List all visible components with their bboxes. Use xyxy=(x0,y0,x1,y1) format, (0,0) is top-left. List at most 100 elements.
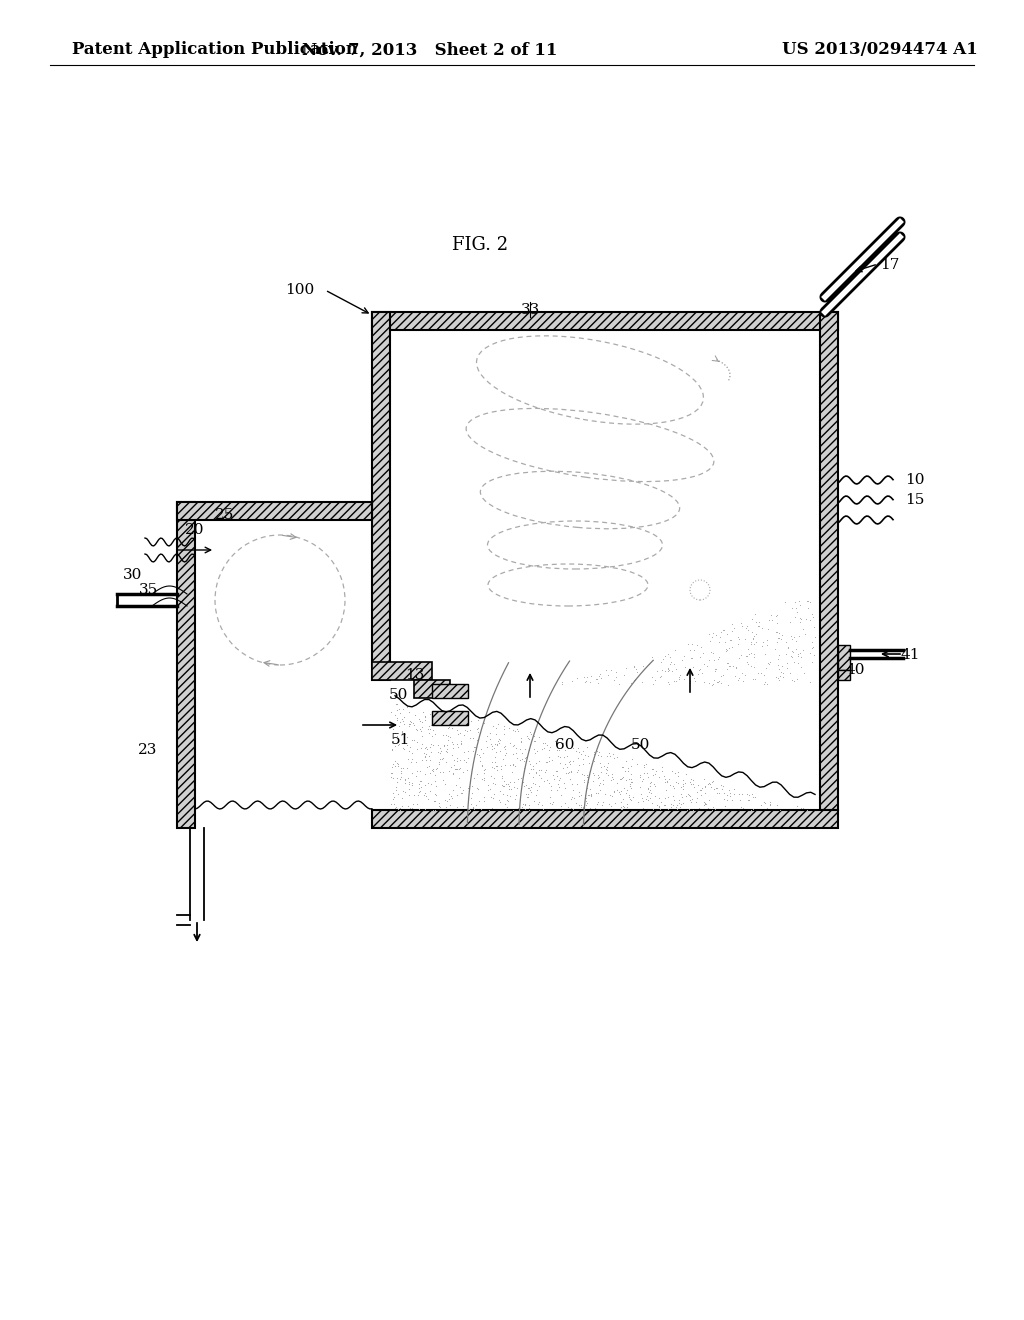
Point xyxy=(565,799,582,820)
Point xyxy=(802,591,818,612)
Point xyxy=(626,657,642,678)
Point xyxy=(539,770,555,791)
Point xyxy=(701,774,718,795)
Point xyxy=(786,627,803,648)
Point xyxy=(385,730,401,751)
Point xyxy=(517,747,534,768)
Point xyxy=(394,719,411,741)
Point xyxy=(598,660,614,681)
Point xyxy=(745,647,762,668)
Point xyxy=(439,726,456,747)
Point xyxy=(622,787,638,808)
Point xyxy=(585,763,601,784)
Point xyxy=(632,767,648,788)
Point xyxy=(719,652,735,673)
Point xyxy=(680,784,696,805)
Point xyxy=(417,705,433,726)
Point xyxy=(507,788,523,809)
Point xyxy=(744,628,761,649)
Point xyxy=(451,723,467,744)
Point xyxy=(691,647,708,668)
Point xyxy=(453,730,469,751)
Point xyxy=(659,799,676,820)
Point xyxy=(648,795,665,816)
Point xyxy=(434,725,451,746)
Point xyxy=(740,784,757,805)
Point xyxy=(460,789,476,810)
Point xyxy=(642,779,658,800)
Point xyxy=(683,768,699,789)
Point xyxy=(557,763,573,784)
Point xyxy=(428,715,444,737)
Point xyxy=(759,630,775,651)
Point xyxy=(583,784,599,805)
Text: 100: 100 xyxy=(286,282,314,297)
Point xyxy=(444,780,461,801)
Point xyxy=(517,738,534,759)
Point xyxy=(459,759,475,780)
Point xyxy=(437,751,454,772)
Point xyxy=(506,776,522,797)
Point xyxy=(590,744,606,766)
Point xyxy=(483,766,500,787)
Point xyxy=(517,793,534,814)
Point xyxy=(447,711,464,733)
Point xyxy=(472,799,488,820)
Point xyxy=(756,792,772,813)
Point xyxy=(551,752,567,774)
Point xyxy=(392,766,409,787)
Point xyxy=(716,783,732,804)
Point xyxy=(659,644,676,665)
Point xyxy=(490,733,507,754)
Point xyxy=(570,795,587,816)
Point xyxy=(404,775,421,796)
Point xyxy=(508,738,524,759)
Point xyxy=(517,738,534,759)
Point xyxy=(473,738,489,759)
Point xyxy=(656,795,673,816)
Point xyxy=(393,788,410,809)
Point xyxy=(530,726,547,747)
Point xyxy=(669,793,685,814)
Point xyxy=(623,756,639,777)
Point xyxy=(431,702,447,723)
Point xyxy=(658,779,675,800)
Point xyxy=(527,752,544,774)
Point xyxy=(585,771,601,792)
Point xyxy=(705,797,721,818)
Point xyxy=(634,788,650,809)
Point xyxy=(612,791,629,812)
Point xyxy=(767,620,783,642)
Point xyxy=(686,639,702,660)
Point xyxy=(673,784,689,805)
Point xyxy=(469,779,485,800)
Point xyxy=(708,777,724,799)
Point xyxy=(521,779,538,800)
Point xyxy=(473,738,489,759)
Point xyxy=(485,758,502,779)
Point xyxy=(453,733,469,754)
Point xyxy=(414,717,430,738)
Point xyxy=(485,784,502,805)
Point xyxy=(486,768,503,789)
Point xyxy=(680,799,696,820)
Point xyxy=(735,797,752,818)
Point xyxy=(513,727,529,748)
Point xyxy=(446,713,463,734)
Point xyxy=(524,759,541,780)
Point xyxy=(614,767,631,788)
Point xyxy=(748,668,764,689)
Point xyxy=(799,799,815,820)
Point xyxy=(527,762,544,783)
Point xyxy=(436,734,453,755)
Text: 20: 20 xyxy=(185,523,205,537)
Point xyxy=(686,668,702,689)
Point xyxy=(677,656,693,677)
Point xyxy=(393,788,410,809)
Point xyxy=(556,754,572,775)
Point xyxy=(595,791,611,812)
Point xyxy=(526,742,543,763)
Point xyxy=(618,780,635,801)
Point xyxy=(745,787,762,808)
Point xyxy=(562,752,579,774)
